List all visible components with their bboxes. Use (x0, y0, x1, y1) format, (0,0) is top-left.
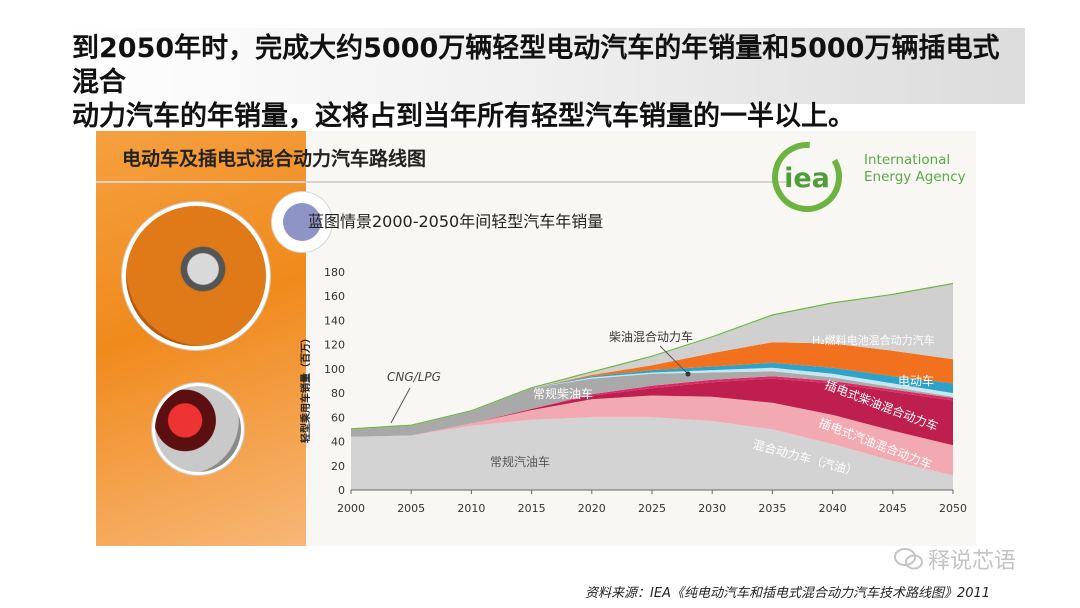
wechat-icon (894, 548, 923, 570)
panel-title: 电动车及插电式混合动力汽车路线图 (122, 148, 427, 170)
watermark-text: 释说芯语 (928, 549, 1017, 574)
headline: 到2050年时，完成大约5000万辆轻型电动汽车的年销量和5000万辆插电式混合… (72, 32, 1022, 134)
headline-line-2: 动力汽车的年销量，这将占到当年所有轻型汽车销量的一半以上。 (72, 101, 855, 132)
title-divider (96, 181, 786, 183)
car-charging-photo (152, 383, 244, 475)
iea-name: International Energy Agency (864, 152, 966, 186)
source-note: 资料来源：IEA《纯电动汽车和插电式混合动力汽车技术路线图》2011 (585, 586, 991, 601)
bullet-dot (283, 203, 321, 241)
iea-name-line-1: International (864, 152, 951, 168)
headline-band (60, 28, 1025, 104)
iea-name-line-2: Energy Agency (864, 169, 966, 185)
chart-title: 蓝图情景2000-2050年间轻型汽车年销量 (308, 212, 604, 231)
headline-line-1: 到2050年时，完成大约5000万辆轻型电动汽车的年销量和5000万辆插电式混合 (72, 33, 1000, 98)
iea-logo: iea (772, 142, 842, 212)
iea-logo-mark: iea (784, 163, 830, 194)
charging-port-photo (122, 202, 270, 350)
